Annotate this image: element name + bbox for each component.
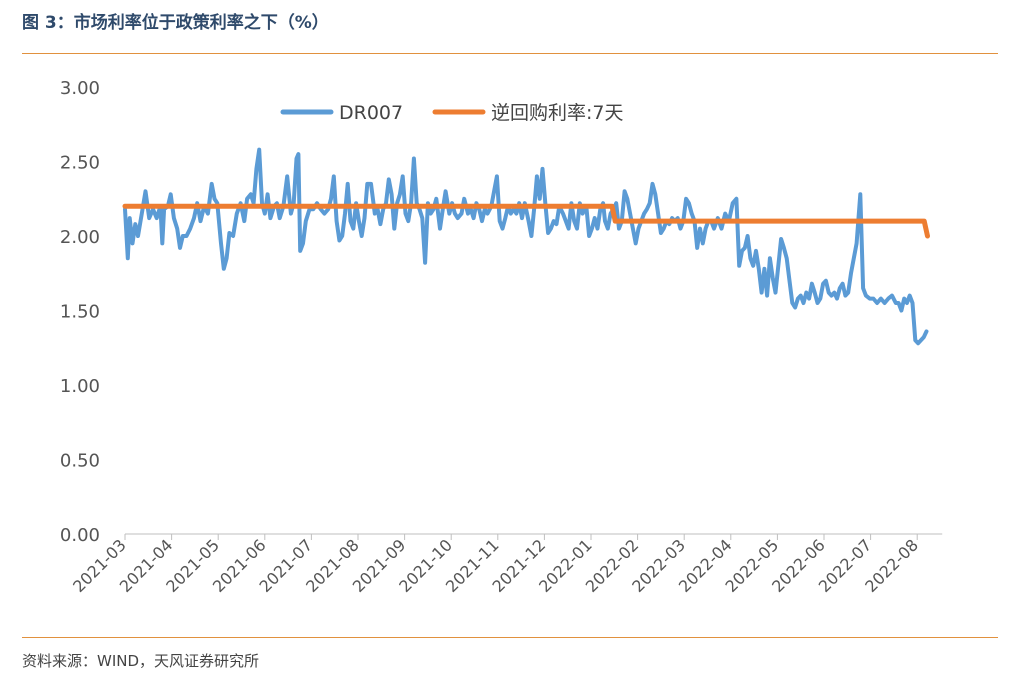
y-tick-label: 1.00 — [60, 376, 100, 397]
dr007-line — [123, 147, 929, 346]
reverse-repo-rate-line — [122, 203, 930, 239]
y-tick-label: 2.00 — [60, 227, 100, 248]
y-axis-ticks: 0.00 0.50 1.00 1.50 2.00 2.50 3.00 — [60, 78, 100, 546]
y-tick-label: 0.00 — [60, 525, 100, 546]
source-note: 资料来源：WIND，天风证券研究所 — [22, 652, 260, 670]
y-tick-label: 1.50 — [60, 302, 100, 323]
x-axis-ticks: 2021-032021-042021-052021-062021-072021-… — [69, 535, 922, 596]
y-tick-label: 0.50 — [60, 451, 100, 472]
figure-title: 图 3：市场利率位于政策利率之下（%） — [22, 13, 329, 33]
x-axis — [124, 533, 943, 540]
legend-label-dr007: DR007 — [339, 102, 403, 124]
series-lines — [122, 147, 930, 346]
line-chart: 0.00 0.50 1.00 1.50 2.00 2.50 3.00 2021-032021… — [60, 78, 943, 596]
title-divider — [22, 53, 998, 54]
y-tick-label: 2.50 — [60, 153, 100, 174]
y-tick-label: 3.00 — [60, 78, 100, 99]
footer-divider — [22, 637, 998, 638]
legend: DR007 逆回购利率:7天 — [280, 102, 624, 124]
legend-label-reverse-repo: 逆回购利率:7天 — [491, 102, 624, 124]
